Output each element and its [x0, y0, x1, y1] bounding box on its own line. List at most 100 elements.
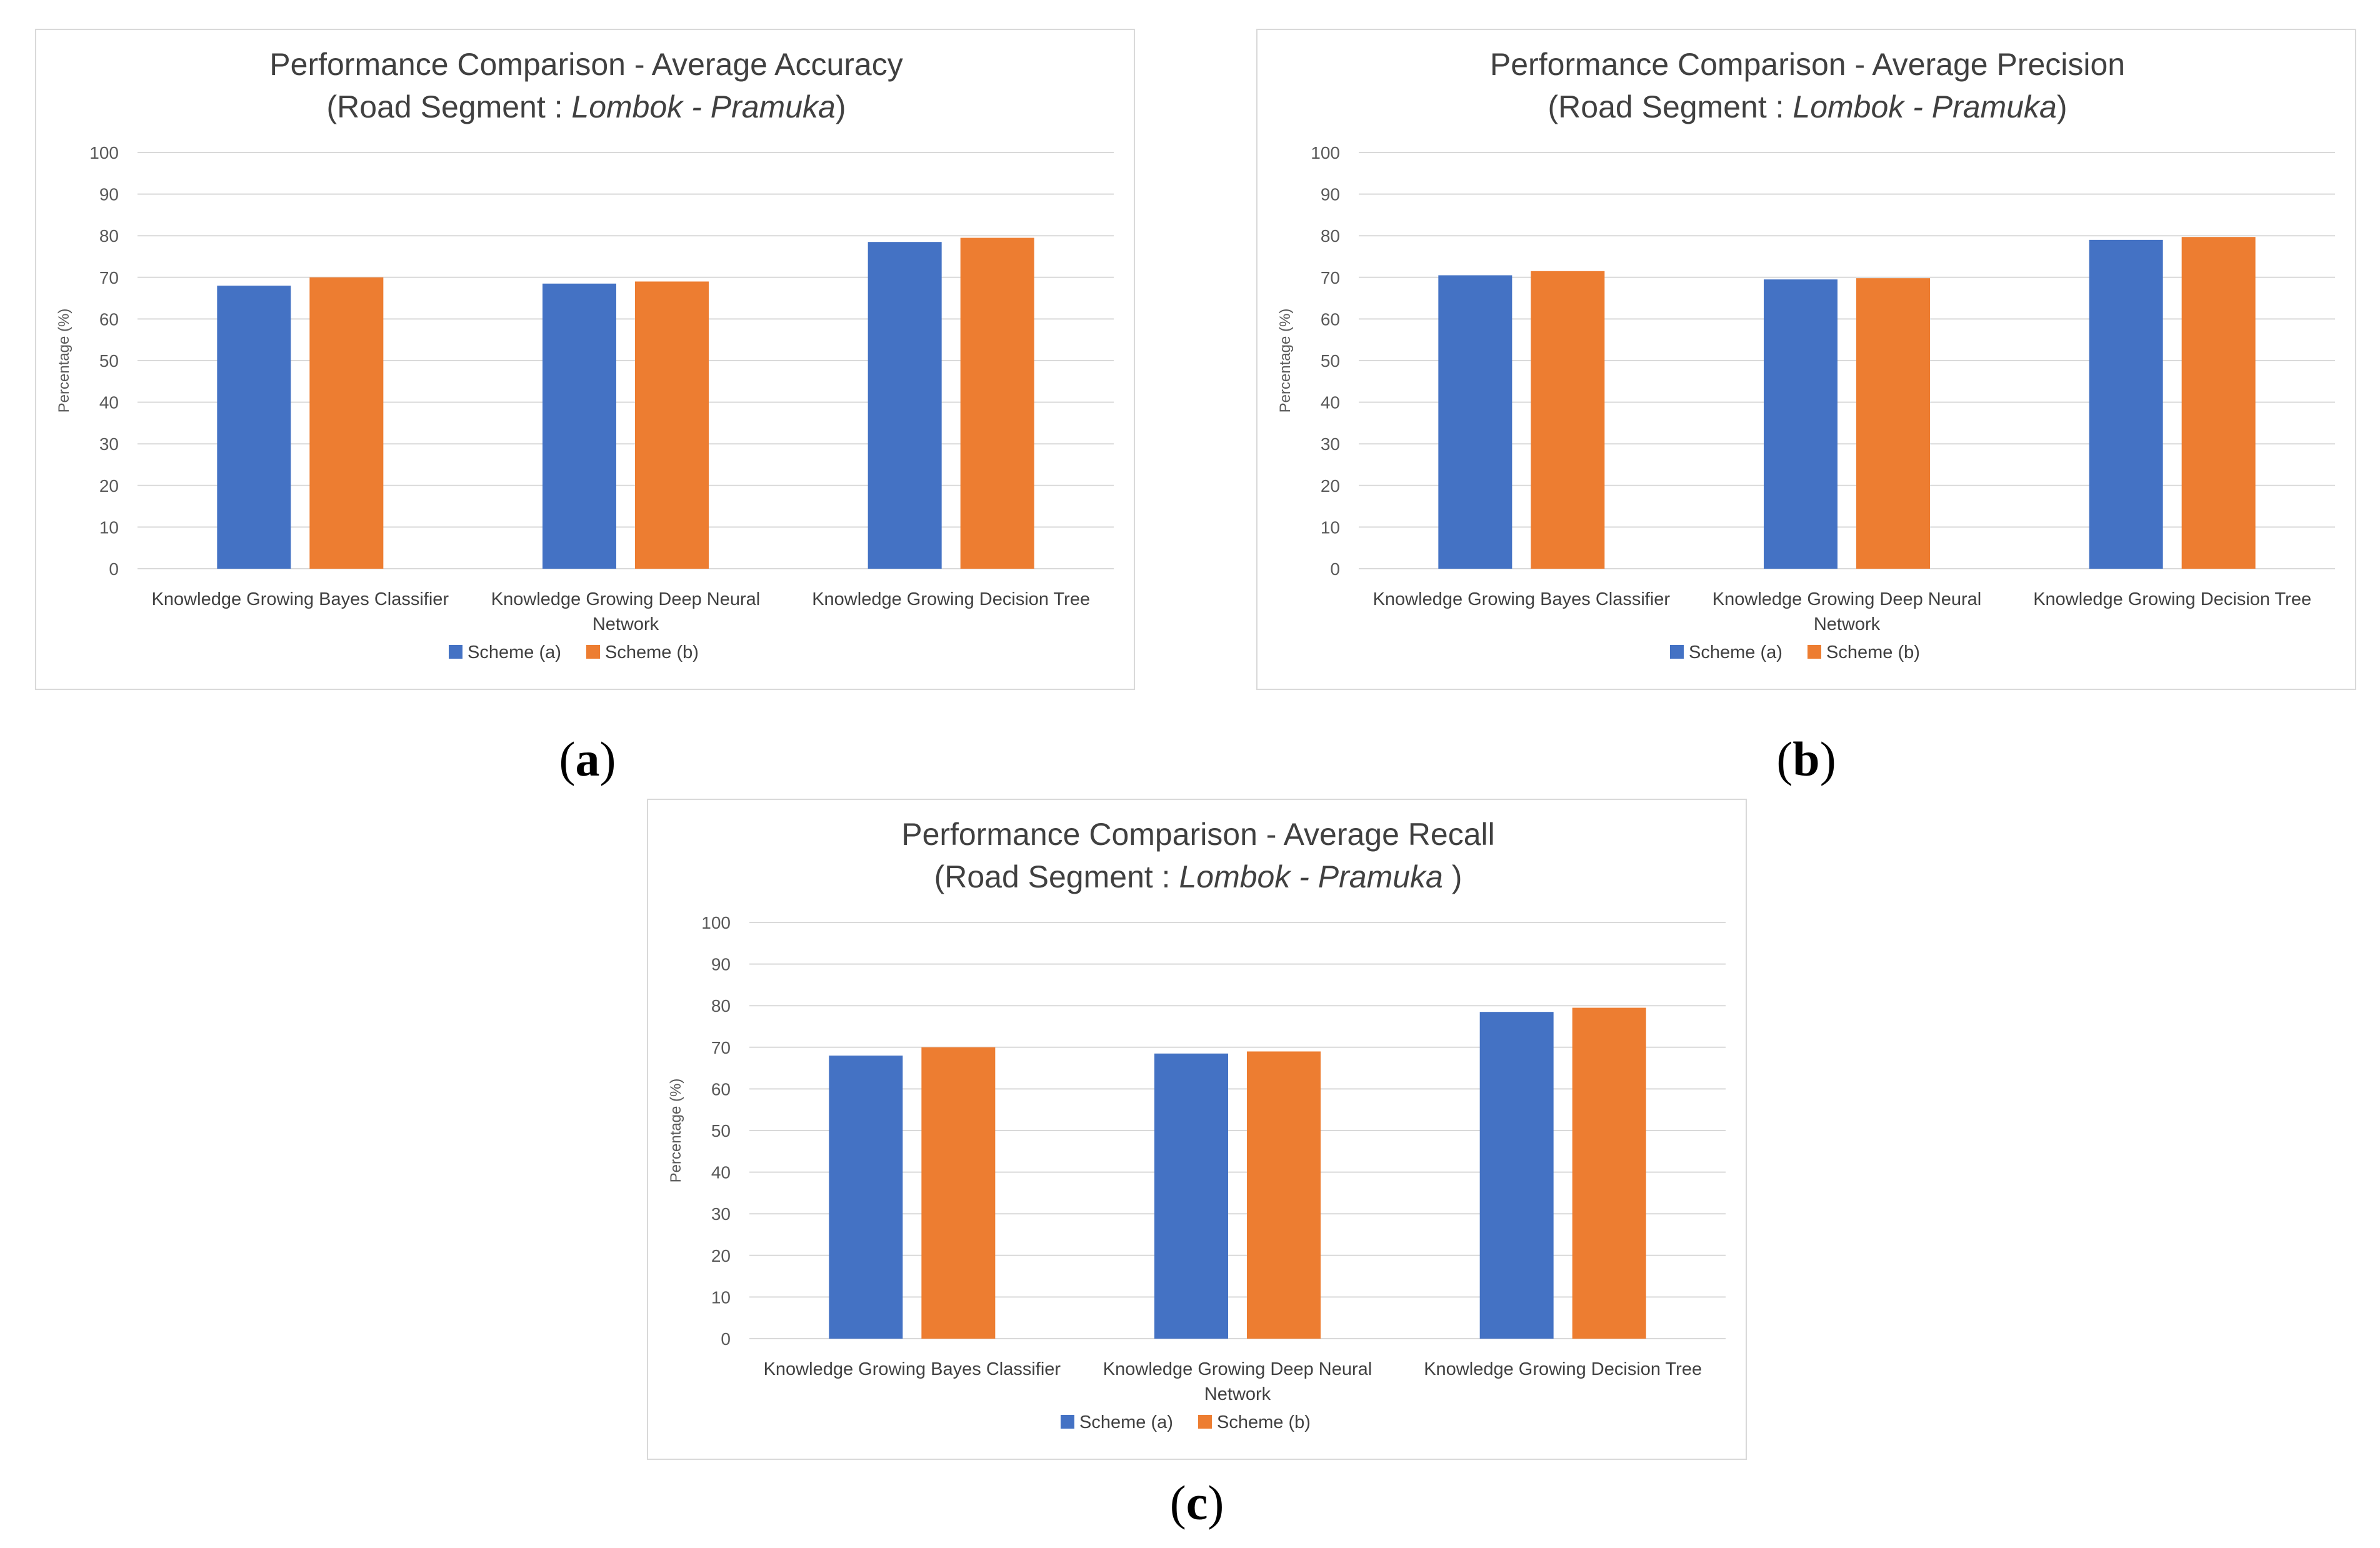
- y-tick-label: 0: [1330, 559, 1340, 579]
- y-axis-label: Percentage (%): [1277, 309, 1294, 413]
- y-tick-label: 60: [1321, 309, 1340, 329]
- chart-subtitle: (Road Segment : Lombok - Pramuka ): [934, 859, 1462, 894]
- x-tick-label: Knowledge Growing Decision Tree: [812, 589, 1090, 609]
- x-tick-label: Network: [1814, 614, 1881, 634]
- legend-swatch: [1808, 645, 1821, 659]
- y-tick-label: 30: [711, 1204, 731, 1224]
- legend-label: Scheme (b): [1826, 642, 1920, 662]
- bar-scheme-a: [1438, 275, 1512, 569]
- x-tick-label: Knowledge Growing Deep Neural: [491, 589, 760, 609]
- bar-scheme-b: [921, 1047, 996, 1339]
- subtitle-road-start: Lombok: [1792, 89, 1906, 124]
- chart-panel-recall: Performance Comparison - Average Recall (…: [647, 799, 1747, 1460]
- subtitle-road-start: Lombok: [1179, 859, 1292, 894]
- subtitle-prefix: (Road Segment :: [327, 89, 572, 124]
- y-tick-label: 40: [1321, 393, 1340, 412]
- subtitle-prefix: (Road Segment :: [934, 859, 1179, 894]
- bar-scheme-b: [309, 277, 384, 569]
- bar-scheme-b: [1572, 1007, 1646, 1339]
- y-tick-label: 100: [701, 913, 731, 932]
- y-tick-label: 90: [711, 955, 731, 974]
- x-tick-label: Network: [1204, 1384, 1271, 1404]
- legend-swatch: [1670, 645, 1684, 659]
- y-tick-label: 40: [99, 393, 119, 412]
- y-tick-label: 0: [109, 559, 119, 579]
- y-tick-label: 70: [99, 268, 119, 287]
- y-tick-label: 80: [711, 996, 731, 1016]
- y-tick-label: 90: [99, 185, 119, 204]
- subtitle-road-end: Pramuka: [1318, 859, 1443, 894]
- y-tick-label: 20: [711, 1246, 731, 1266]
- subtitle-road-start: Lombok: [571, 89, 684, 124]
- bar-scheme-a: [1154, 1053, 1228, 1339]
- y-tick-label: 50: [1321, 351, 1340, 371]
- subtitle-separator: -: [682, 89, 710, 124]
- y-tick-label: 70: [1321, 268, 1340, 287]
- y-tick-label: 10: [1321, 517, 1340, 537]
- bar-scheme-a: [868, 242, 942, 569]
- x-tick-label: Knowledge Growing Decision Tree: [1424, 1359, 1702, 1379]
- y-tick-label: 40: [711, 1163, 731, 1182]
- x-tick-label: Network: [592, 614, 659, 634]
- bar-scheme-b: [2181, 237, 2256, 569]
- legend-label: Scheme (a): [468, 642, 561, 662]
- y-tick-label: 30: [99, 434, 119, 454]
- legend-label: Scheme (b): [605, 642, 699, 662]
- subtitle-separator: -: [1904, 89, 1931, 124]
- chart-title: Performance Comparison - Average Recall: [901, 817, 1495, 852]
- bar-scheme-b: [1856, 278, 1930, 569]
- y-tick-label: 50: [711, 1121, 731, 1141]
- x-tick-label: Knowledge Growing Deep Neural: [1712, 589, 1981, 609]
- chart-title: Performance Comparison - Average Accurac…: [269, 47, 902, 82]
- chart-subtitle: (Road Segment : Lombok - Pramuka): [327, 89, 846, 124]
- y-tick-label: 80: [1321, 226, 1340, 246]
- subtitle-suffix: ): [1443, 859, 1462, 894]
- caption-a-letter: a: [575, 732, 600, 786]
- x-tick-label: Knowledge Growing Bayes Classifier: [764, 1359, 1061, 1379]
- legend-swatch: [1061, 1415, 1074, 1429]
- subtitle-prefix: (Road Segment :: [1548, 89, 1793, 124]
- y-tick-label: 30: [1321, 434, 1340, 454]
- y-tick-label: 60: [99, 309, 119, 329]
- caption-c-letter: c: [1186, 1476, 1208, 1530]
- bar-scheme-a: [217, 286, 291, 569]
- legend-label: Scheme (a): [1079, 1412, 1173, 1432]
- y-axis-label: Percentage (%): [668, 1079, 684, 1183]
- bar-scheme-b: [1531, 271, 1605, 569]
- y-tick-label: 100: [89, 143, 119, 162]
- legend-swatch: [586, 645, 600, 659]
- bar-scheme-a: [829, 1056, 903, 1339]
- x-tick-label: Knowledge Growing Decision Tree: [2033, 589, 2311, 609]
- legend-swatch: [449, 645, 462, 659]
- y-tick-label: 10: [99, 517, 119, 537]
- y-tick-label: 50: [99, 351, 119, 371]
- subtitle-suffix: ): [836, 89, 846, 124]
- chart-subtitle: (Road Segment : Lombok - Pramuka): [1548, 89, 2068, 124]
- caption-a: (a): [559, 732, 616, 786]
- subtitle-road-end: Pramuka: [1932, 89, 2057, 124]
- caption-c: (c): [1169, 1476, 1224, 1530]
- chart-panel-precision: Performance Comparison - Average Precisi…: [1256, 29, 2356, 690]
- subtitle-suffix: ): [2057, 89, 2068, 124]
- precision-bar-chart: Performance Comparison - Average Precisi…: [1277, 47, 2335, 662]
- chart-title: Performance Comparison - Average Precisi…: [1490, 47, 2125, 82]
- y-tick-label: 100: [1311, 143, 1340, 162]
- y-tick-label: 90: [1321, 185, 1340, 204]
- x-tick-label: Knowledge Growing Bayes Classifier: [152, 589, 449, 609]
- accuracy-bar-chart: Performance Comparison - Average Accurac…: [56, 47, 1114, 662]
- bar-scheme-b: [1247, 1051, 1321, 1339]
- y-tick-label: 80: [99, 226, 119, 246]
- bar-scheme-a: [1764, 279, 1838, 569]
- y-tick-label: 70: [711, 1038, 731, 1057]
- bar-scheme-b: [635, 281, 709, 569]
- x-tick-label: Knowledge Growing Deep Neural: [1103, 1359, 1372, 1379]
- bar-scheme-a: [1479, 1012, 1554, 1339]
- bar-scheme-b: [960, 237, 1034, 569]
- legend-label: Scheme (b): [1217, 1412, 1311, 1432]
- legend-swatch: [1198, 1415, 1212, 1429]
- y-tick-label: 10: [711, 1287, 731, 1307]
- bar-scheme-a: [542, 283, 616, 569]
- bar-scheme-a: [2089, 239, 2163, 569]
- subtitle-separator: -: [1290, 859, 1318, 894]
- y-tick-label: 20: [1321, 476, 1340, 496]
